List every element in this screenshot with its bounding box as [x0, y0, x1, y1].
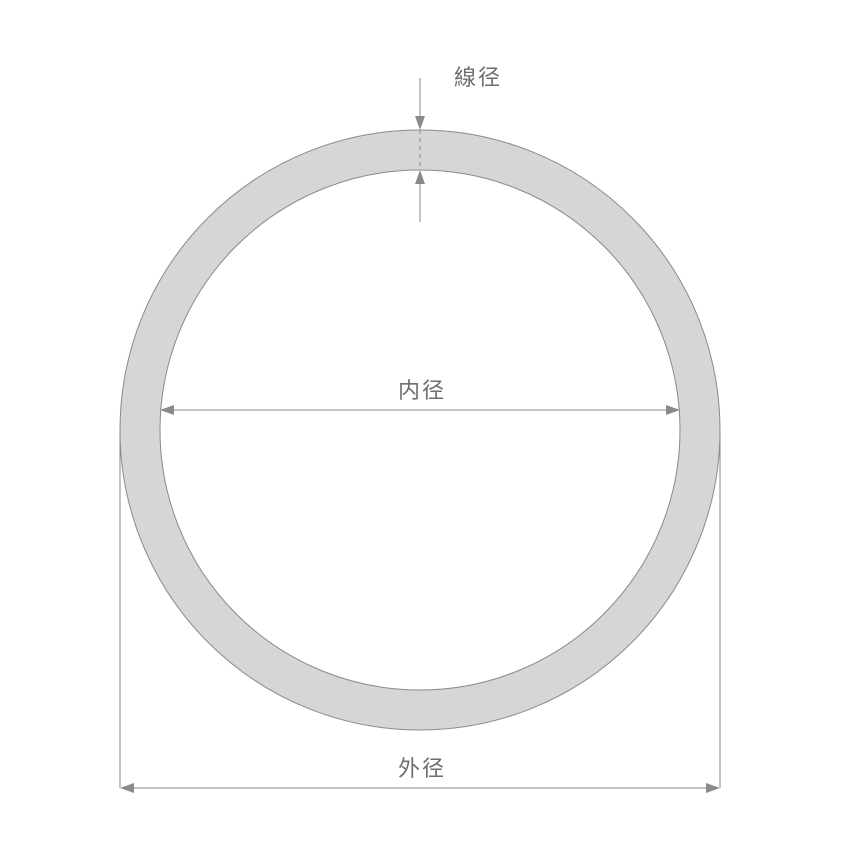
- outer-diameter-label: 外径: [398, 756, 446, 781]
- ring-diagram: 線径内径外径: [0, 0, 850, 850]
- wire-diameter-label: 線径: [454, 65, 502, 90]
- inner-diameter-label: 内径: [398, 378, 446, 403]
